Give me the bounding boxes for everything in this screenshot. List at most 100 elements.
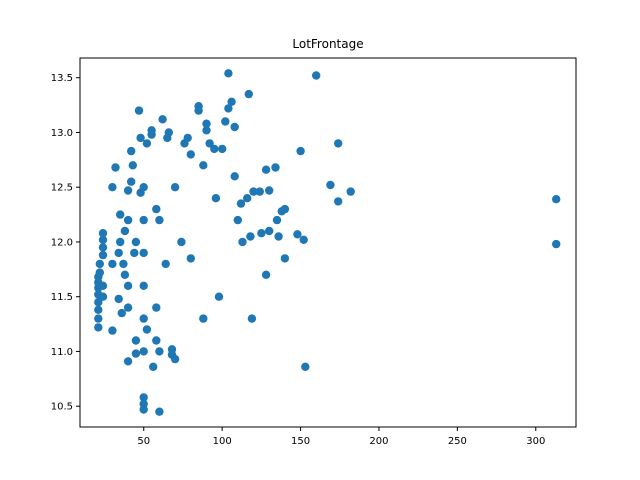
data-point-93	[233, 215, 242, 225]
data-point-89	[224, 104, 233, 113]
data-point-115	[299, 235, 308, 244]
data-point-51	[139, 183, 148, 192]
data-point-14	[98, 281, 108, 290]
data-point-104	[261, 270, 271, 279]
data-point-81	[202, 126, 211, 135]
data-point-36	[130, 248, 139, 258]
data-point-96	[243, 194, 252, 203]
y-tick-label: 11.0	[51, 347, 73, 358]
data-point-122	[552, 195, 561, 204]
y-tick-label: 10.5	[51, 402, 73, 413]
y-tick-label: 12.5	[51, 183, 73, 194]
data-point-105	[265, 226, 274, 236]
data-point-53	[142, 139, 152, 148]
data-point-87	[221, 117, 230, 126]
x-tick-label: 150	[291, 436, 310, 447]
data-point-30	[123, 281, 133, 290]
data-point-3	[94, 298, 103, 307]
x-tick-label: 300	[526, 436, 545, 447]
data-point-24	[117, 308, 127, 318]
data-point-56	[149, 362, 158, 371]
y-axis: 10.5 11.0 11.5 12.0 12.5 13.0 13.5	[51, 73, 80, 413]
data-point-27	[120, 270, 130, 279]
x-tick-label: 250	[448, 436, 467, 447]
data-point-109	[274, 232, 283, 241]
data-point-46	[139, 347, 148, 356]
data-point-13	[98, 229, 108, 238]
data-point-79	[199, 314, 208, 323]
data-point-73	[183, 133, 192, 143]
data-point-121	[346, 187, 355, 196]
data-point-123	[552, 239, 561, 249]
data-point-84	[211, 194, 221, 203]
data-point-8	[95, 268, 105, 277]
data-point-12	[98, 235, 108, 244]
data-point-100	[249, 187, 258, 196]
data-point-50	[139, 215, 148, 225]
data-point-83	[210, 144, 219, 154]
data-point-64	[161, 259, 170, 269]
data-point-99	[247, 314, 257, 323]
data-point-23	[116, 210, 125, 219]
data-point-47	[139, 314, 148, 323]
y-tick-label: 12.0	[51, 237, 73, 248]
data-point-114	[296, 146, 305, 156]
x-tick-label: 100	[213, 436, 232, 447]
data-point-113	[293, 230, 302, 239]
y-tick-label: 13.5	[51, 73, 73, 84]
data-point-0	[94, 323, 103, 332]
data-point-41	[136, 133, 145, 143]
data-point-40	[134, 106, 144, 115]
data-point-61	[155, 347, 164, 356]
data-point-107	[271, 163, 280, 172]
data-point-57	[152, 336, 161, 345]
data-point-45	[139, 405, 148, 414]
data-point-103	[261, 165, 271, 174]
data-point-63	[158, 115, 167, 124]
data-point-77	[194, 106, 203, 115]
data-point-90	[227, 97, 236, 107]
data-point-43	[139, 393, 148, 402]
y-tick-label: 11.5	[51, 292, 73, 303]
data-point-102	[257, 229, 266, 238]
data-point-66	[164, 128, 173, 137]
data-point-25	[119, 259, 128, 269]
data-point-10	[98, 250, 108, 260]
data-point-26	[120, 226, 130, 236]
data-point-108	[272, 215, 282, 225]
data-point-21	[114, 248, 123, 258]
plot-area-frame	[79, 57, 577, 428]
data-point-19	[111, 163, 120, 172]
data-point-58	[152, 303, 161, 312]
data-point-35	[128, 161, 137, 170]
data-point-60	[155, 407, 164, 416]
data-point-11	[98, 243, 108, 252]
data-point-117	[312, 71, 321, 80]
data-point-2	[94, 305, 103, 314]
data-point-49	[139, 248, 148, 258]
data-point-101	[255, 187, 264, 196]
data-point-71	[177, 237, 186, 247]
data-point-92	[230, 172, 239, 181]
data-point-97	[244, 89, 253, 99]
data-point-91	[230, 122, 239, 132]
x-tick-label: 200	[369, 436, 388, 447]
data-point-38	[131, 336, 141, 345]
data-point-118	[326, 180, 335, 190]
data-point-120	[334, 139, 343, 148]
data-point-112	[280, 254, 290, 263]
data-point-94	[236, 199, 246, 208]
data-point-9	[95, 259, 105, 269]
data-point-20	[114, 294, 123, 304]
data-point-70	[170, 183, 180, 192]
data-point-32	[123, 186, 133, 195]
data-point-52	[142, 325, 152, 334]
data-point-16	[108, 326, 117, 335]
data-point-111	[280, 204, 290, 214]
data-point-59	[152, 204, 161, 214]
data-point-31	[123, 215, 133, 225]
data-point-86	[218, 144, 227, 154]
data-point-34	[127, 177, 136, 186]
data-point-15	[98, 292, 108, 301]
